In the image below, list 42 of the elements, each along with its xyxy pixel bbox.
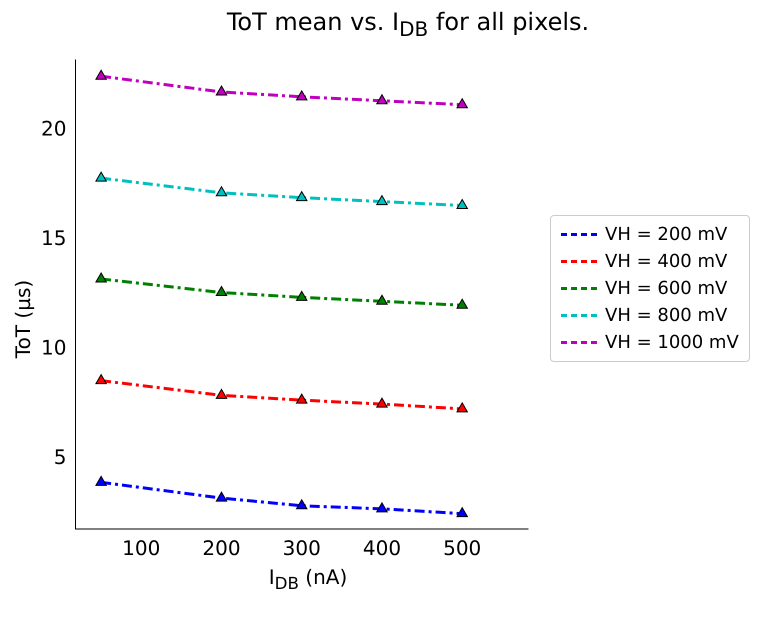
point (216, 186, 228, 196)
y-tick-label: 20 (40, 116, 66, 140)
x-tick-label: 200 (202, 536, 241, 560)
x-axis-title: I$_{DB}$ (nA) (268, 564, 348, 593)
point (296, 393, 308, 404)
y-tick-label: 15 (40, 226, 66, 250)
point (456, 298, 468, 309)
point (296, 90, 308, 100)
point (216, 388, 228, 399)
legend-label: VH = 200 mV (605, 224, 728, 246)
point (216, 286, 228, 296)
point (95, 70, 107, 80)
y-axis-title: ToT (μs) (11, 280, 36, 358)
point (376, 94, 388, 104)
x-tick-label: 400 (362, 536, 402, 560)
point (456, 402, 468, 412)
x-tick-label: 300 (282, 536, 321, 560)
point (456, 98, 468, 108)
legend-label: VH = 400 mV (605, 251, 728, 272)
point (456, 198, 468, 209)
legend-label: VH = 800 mV (605, 305, 728, 326)
point (216, 491, 228, 502)
point (376, 502, 388, 512)
y-tick-label: 5 (54, 444, 66, 469)
point (296, 190, 308, 201)
legend-label: VH = 1000 mV (605, 332, 739, 354)
point (376, 397, 388, 408)
y-tick-label: 10 (40, 335, 66, 360)
point (95, 476, 107, 486)
x-tick-label: 500 (443, 536, 482, 560)
point (95, 374, 107, 384)
x-tick-label: 100 (122, 536, 160, 560)
point (376, 294, 388, 305)
point (456, 506, 468, 517)
point (376, 194, 388, 205)
point (216, 85, 228, 96)
point (296, 499, 308, 510)
point (296, 290, 308, 301)
chart-title: ToT mean vs. I$_{DB}$ for all pixels. (226, 8, 590, 41)
legend-label: VH = 600 mV (605, 278, 728, 300)
point (95, 171, 107, 182)
point (95, 272, 107, 282)
